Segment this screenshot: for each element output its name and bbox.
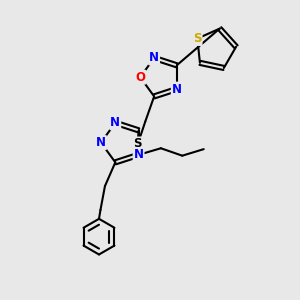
Text: N: N [134,148,144,161]
Text: N: N [149,52,159,64]
Text: N: N [110,116,120,129]
Text: S: S [193,32,202,45]
Text: N: N [172,82,182,96]
Text: S: S [134,137,142,151]
Text: O: O [135,71,145,84]
Text: N: N [96,136,106,149]
